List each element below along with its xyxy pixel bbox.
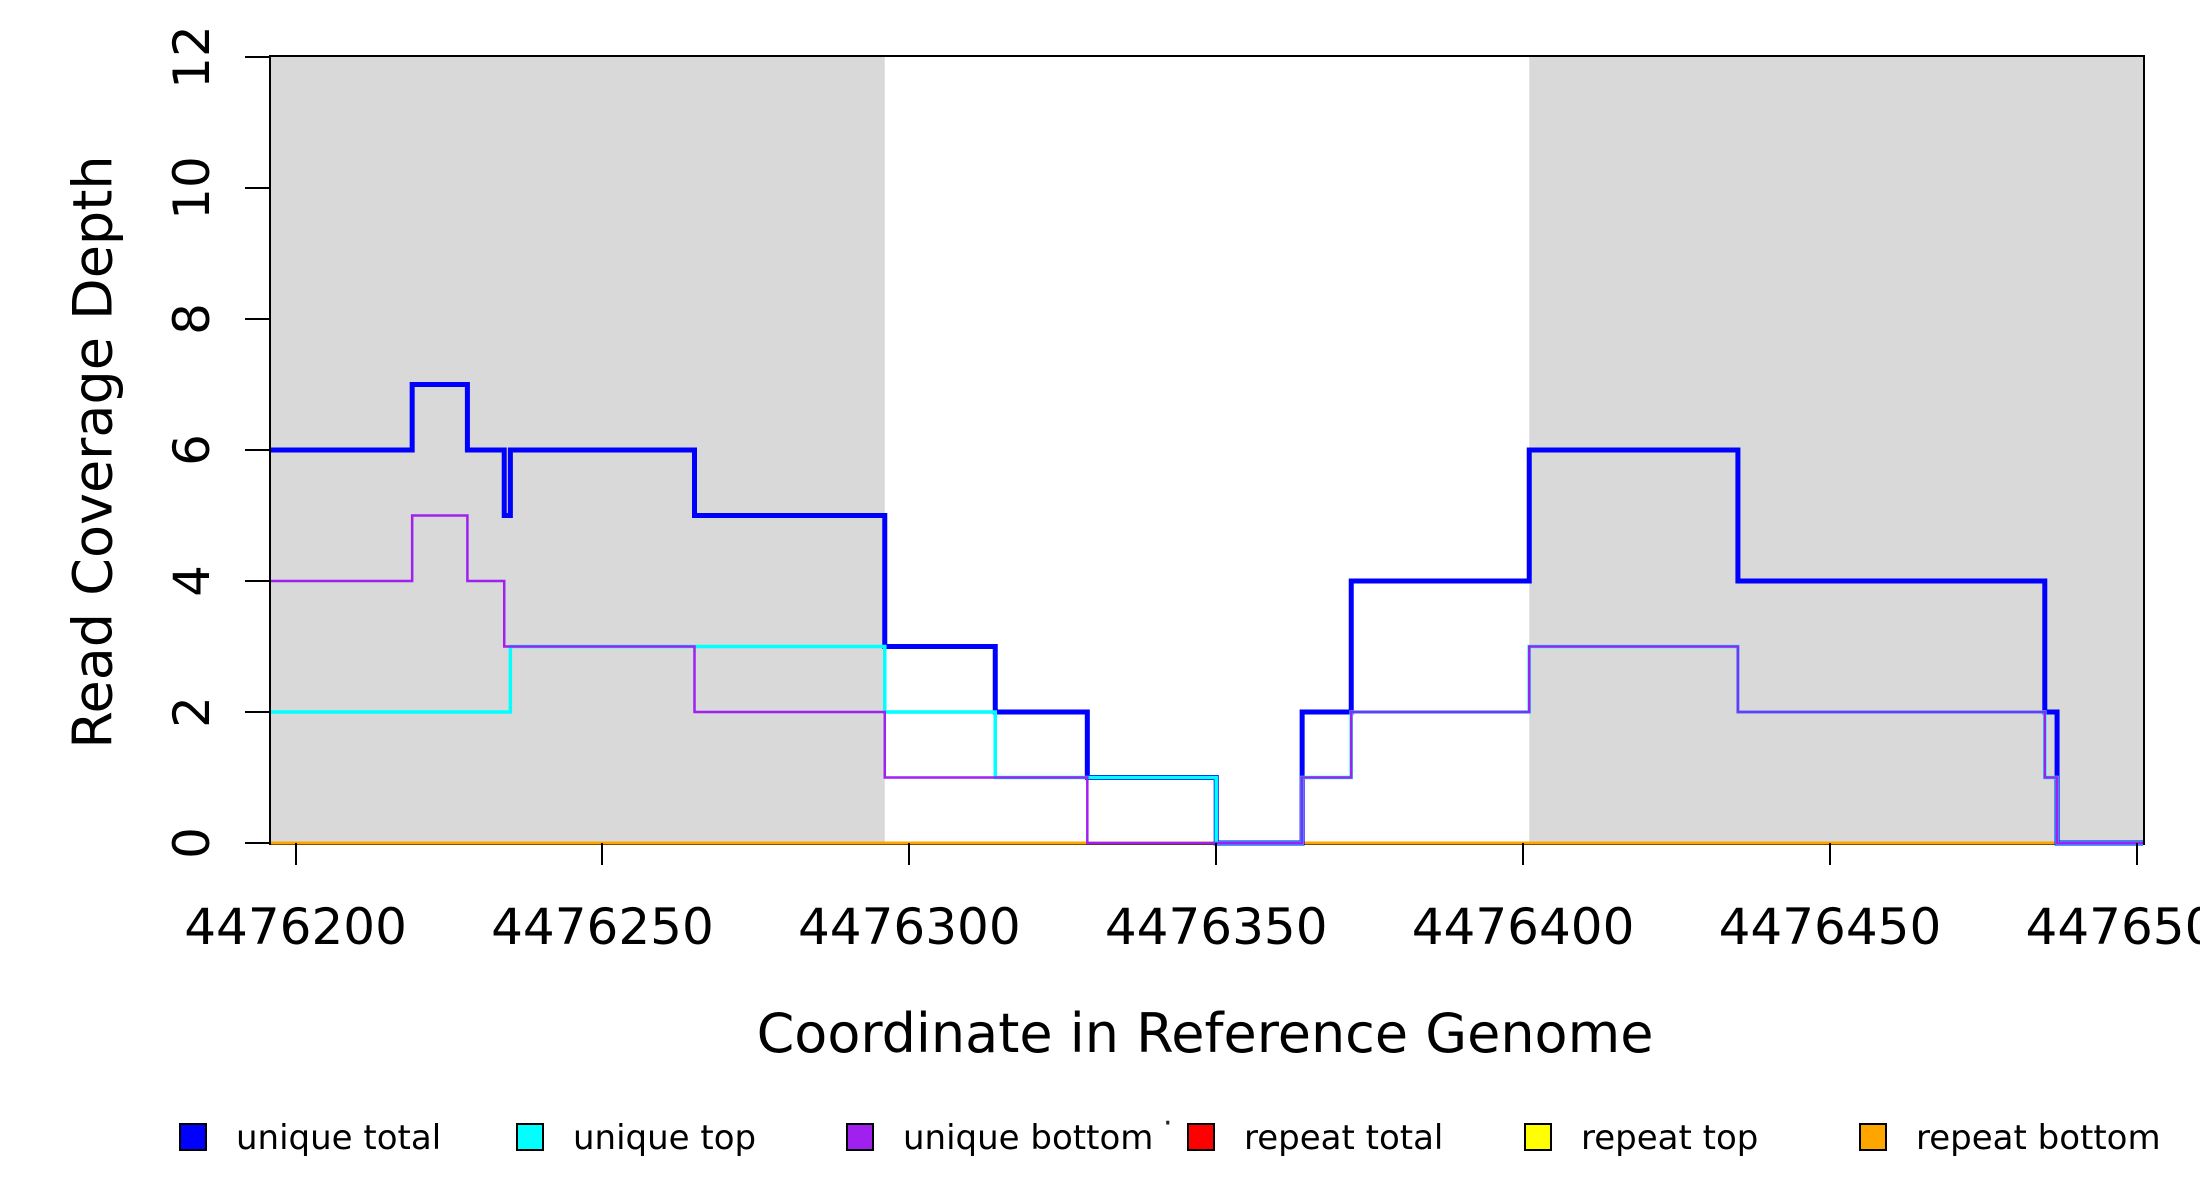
y-tick-mark	[245, 449, 271, 451]
legend-label: repeat total	[1244, 1118, 1444, 1158]
y-tick-label: 8	[163, 303, 221, 335]
y-tick-mark	[245, 580, 271, 582]
legend-label: unique total	[236, 1118, 442, 1158]
x-tick-mark	[1828, 843, 1831, 865]
legend-label: unique bottom	[903, 1118, 1154, 1158]
x-tick-label: 4476400	[1411, 898, 1635, 956]
y-tick-mark	[245, 711, 271, 713]
plot-area	[269, 55, 2145, 846]
legend-label: repeat top	[1581, 1118, 1759, 1158]
x-tick-mark	[2135, 843, 2138, 865]
x-tick-label: 4476500	[2025, 898, 2200, 956]
x-tick-label: 4476200	[184, 898, 407, 956]
y-tick-label: 6	[163, 434, 221, 466]
y-axis-title: Read Coverage Depth	[61, 155, 125, 749]
legend-swatch-icon	[516, 1123, 544, 1151]
y-tick-label: 12	[163, 25, 221, 89]
legend-label: repeat bottom	[1916, 1118, 2161, 1158]
x-tick-label: 4476300	[797, 898, 1021, 956]
y-tick-label: 10	[163, 156, 221, 220]
legend-swatch-icon	[1859, 1123, 1887, 1151]
y-tick-label: 4	[163, 565, 221, 597]
legend-label: unique top	[573, 1118, 757, 1158]
y-tick-mark	[245, 56, 271, 58]
coverage-step-chart	[271, 57, 2143, 846]
legend-swatch-icon	[179, 1123, 207, 1151]
x-tick-label: 4476250	[491, 898, 714, 956]
series-unique-bottom	[271, 514, 2143, 845]
series-unique-total	[271, 382, 2143, 846]
legend-swatch-icon	[1524, 1123, 1552, 1151]
x-tick-label: 4476450	[1718, 898, 1942, 956]
x-tick-mark	[601, 843, 604, 865]
y-tick-label: 0	[163, 827, 221, 859]
x-tick-label: 4476350	[1104, 898, 1328, 956]
x-tick-mark	[1522, 843, 1525, 865]
x-tick-mark	[908, 843, 911, 865]
y-tick-mark	[245, 187, 271, 189]
legend-swatch-icon	[846, 1123, 874, 1151]
x-tick-mark	[294, 843, 297, 865]
x-axis-title: Coordinate in Reference Genome	[756, 1002, 1654, 1065]
y-tick-mark	[245, 842, 271, 844]
stray-dot: ·	[1163, 1106, 1173, 1141]
legend-swatch-icon	[1187, 1123, 1215, 1151]
y-tick-mark	[245, 318, 271, 320]
x-tick-mark	[1215, 843, 1218, 865]
y-tick-label: 2	[163, 696, 221, 728]
